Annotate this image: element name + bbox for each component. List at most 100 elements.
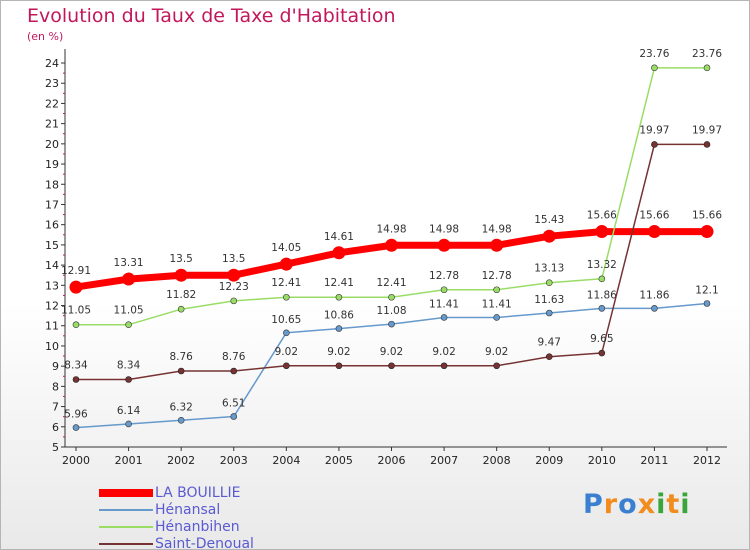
data-point (388, 362, 395, 370)
logo-letter: i (656, 489, 667, 520)
data-label: 23.76 (692, 48, 722, 60)
data-point (335, 325, 343, 332)
x-tick-label: 2008 (483, 454, 511, 467)
data-label: 11.05 (114, 305, 144, 317)
data-label: 15.66 (692, 210, 722, 222)
logo-letter: i (680, 489, 691, 520)
y-tick-label: 7 (52, 401, 59, 414)
data-point (440, 314, 448, 321)
legend-swatch (99, 489, 153, 497)
data-label: 12.78 (482, 270, 512, 282)
data-label: 6.14 (117, 405, 141, 417)
data-point (177, 417, 185, 424)
logo-letter: x (637, 489, 657, 520)
data-point (598, 275, 606, 283)
data-label: 11.05 (61, 305, 91, 317)
data-label: 12.1 (695, 285, 718, 297)
data-label: 14.61 (324, 231, 354, 243)
data-point (542, 229, 556, 243)
data-label: 11.08 (376, 305, 406, 317)
data-label: 14.98 (376, 223, 406, 235)
x-tick-label: 2006 (378, 454, 406, 467)
data-point (598, 305, 606, 312)
data-label: 12.41 (271, 277, 301, 289)
data-label: 12.91 (61, 265, 91, 277)
data-label: 12.41 (376, 277, 406, 289)
data-point (493, 362, 500, 370)
x-tick-label: 2005 (325, 454, 353, 467)
data-point (177, 367, 185, 375)
data-label: 8.76 (169, 351, 193, 363)
data-point (388, 320, 395, 328)
data-label: 14.98 (429, 223, 459, 235)
data-point (440, 286, 448, 294)
y-tick-label: 20 (45, 138, 59, 151)
data-point (230, 297, 238, 305)
y-tick-label: 19 (45, 158, 59, 171)
data-label: 19.97 (639, 124, 669, 136)
data-label: 8.34 (117, 359, 141, 371)
data-label: 10.65 (271, 314, 301, 326)
data-label: 11.82 (166, 289, 196, 301)
data-point (703, 64, 711, 72)
series-3: 8.34 8.34 8.76 8.76 9.02 9.02 9.02 9.02 9.02 9.47… (64, 124, 722, 383)
legend-item: Hénanbihen (99, 519, 359, 536)
data-point (174, 268, 188, 282)
y-tick-label: 6 (52, 421, 59, 434)
data-point (177, 305, 185, 313)
data-label: 9.02 (327, 346, 350, 358)
data-label: 13.5 (169, 253, 192, 265)
x-tick-label: 2011 (640, 454, 668, 467)
data-label: 12.23 (219, 281, 249, 293)
series-1: 5.96 6.14 6.32 6.51 10.65 10.86 11.08 11.41 11.4… (64, 285, 719, 431)
proxiti-logo: Proxiti (583, 489, 691, 520)
data-point (651, 64, 658, 72)
data-point (283, 293, 290, 301)
legend-item: Saint-Denoual (99, 536, 359, 550)
data-label: 10.86 (324, 310, 354, 322)
series-2: 11.05 11.05 11.82 12.23 12.41 12.41 12.41 12.78… (61, 48, 722, 329)
data-point (125, 376, 132, 383)
data-label: 15.43 (534, 214, 564, 226)
data-label: 9.65 (590, 333, 613, 345)
legend-item: LA BOUILLIE (99, 485, 359, 502)
logo-letter: P (583, 489, 604, 520)
series-0: 12.91 13.31 13.5 13.5 14.05 14.61 14.98 14.98 14… (61, 210, 722, 294)
x-tick-label: 2010 (588, 454, 616, 467)
data-label: 12.41 (324, 277, 354, 289)
x-tick-label: 2012 (693, 454, 721, 467)
legend-label: Saint-Denoual (155, 536, 254, 550)
legend-swatch (99, 509, 153, 511)
chart-title: Evolution du Taux de Taxe d'Habitation (27, 5, 396, 27)
data-point (283, 329, 290, 337)
data-label: 9.47 (538, 337, 561, 349)
data-point (647, 225, 661, 239)
data-point (283, 362, 290, 370)
data-point (385, 238, 398, 252)
data-point (335, 362, 343, 370)
y-tick-label: 21 (45, 118, 59, 131)
y-tick-label: 23 (45, 77, 59, 90)
data-point (490, 238, 504, 252)
y-tick-label: 17 (45, 198, 59, 211)
y-tick-label: 12 (45, 300, 59, 313)
data-label: 15.66 (639, 210, 669, 222)
logo-letter: o (618, 489, 638, 520)
y-tick-label: 9 (52, 360, 59, 373)
y-tick-label: 24 (45, 57, 59, 70)
data-point (651, 305, 658, 312)
data-label: 9.02 (432, 346, 455, 358)
data-point (122, 272, 136, 286)
data-label: 23.76 (639, 48, 669, 60)
data-label: 12.78 (429, 270, 459, 282)
data-point (72, 321, 80, 329)
data-label: 13.13 (534, 263, 564, 275)
y-tick-label: 14 (45, 259, 59, 272)
legend-swatch (99, 526, 153, 528)
y-tick-label: 22 (45, 97, 59, 110)
data-label: 11.41 (429, 298, 459, 310)
data-point (72, 424, 80, 431)
data-point (227, 268, 241, 282)
data-point (332, 246, 346, 260)
